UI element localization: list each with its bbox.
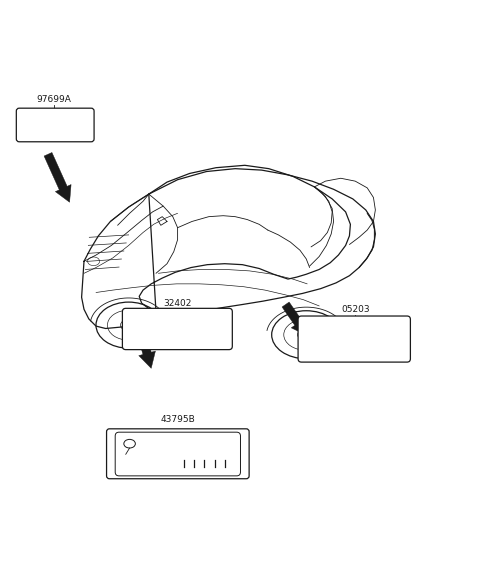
Text: 43795B: 43795B (160, 415, 195, 425)
FancyBboxPatch shape (115, 432, 240, 476)
Polygon shape (282, 302, 307, 336)
Text: 32402: 32402 (163, 299, 192, 308)
FancyBboxPatch shape (16, 108, 94, 142)
Polygon shape (137, 332, 156, 369)
FancyBboxPatch shape (122, 308, 232, 350)
FancyBboxPatch shape (107, 429, 249, 479)
Polygon shape (44, 153, 71, 202)
FancyBboxPatch shape (298, 316, 410, 362)
Text: 05203: 05203 (341, 305, 370, 314)
Text: 97699A: 97699A (36, 95, 71, 104)
